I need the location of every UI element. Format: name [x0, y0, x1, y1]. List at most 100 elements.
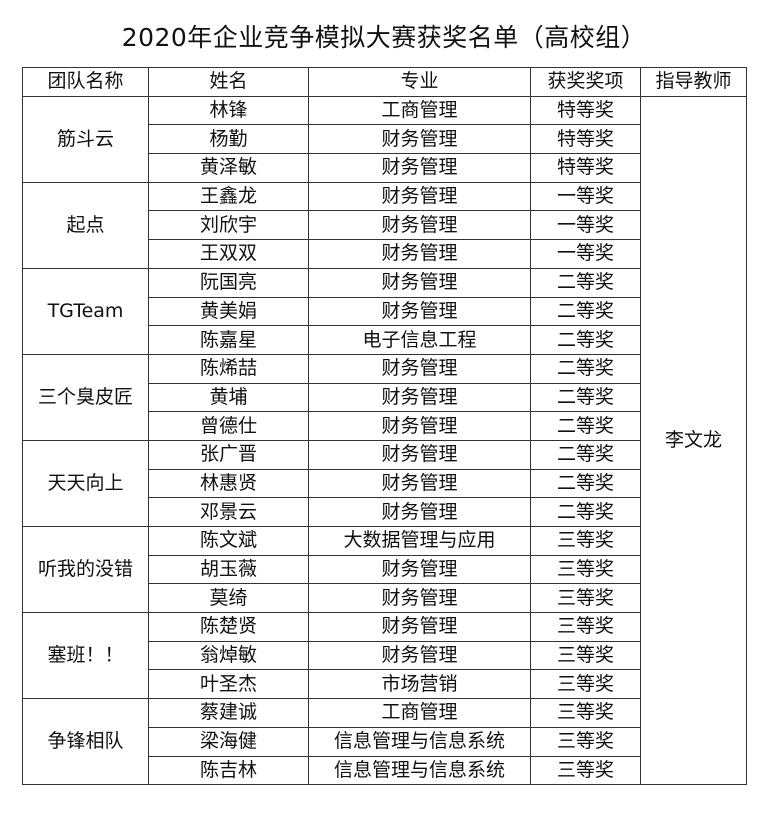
major-cell: 财务管理 — [308, 153, 531, 183]
page-title: 2020年企业竞争模拟大赛获奖名单（高校组） — [121, 23, 647, 52]
member-name-cell: 林锋 — [148, 95, 309, 126]
award-cell: 二等奖 — [530, 468, 641, 499]
major-cell: 电子信息工程 — [308, 325, 531, 355]
award-cell: 二等奖 — [530, 497, 641, 527]
team-name-cell: 筋斗云 — [22, 95, 149, 183]
table-row: 筋斗云 林锋工商管理 特等奖 李文龙 — [22, 95, 747, 786]
header-team: 团队名称 — [22, 67, 149, 97]
table-row: 邓景云 财务管理 二等奖 — [23, 497, 747, 527]
table-row: 黄埔 财务管理 二等奖 — [23, 382, 747, 413]
award-cell: 三等奖 — [530, 755, 641, 786]
team-name-cell: 起点 — [22, 181, 149, 269]
award-cell: 二等奖 — [530, 439, 641, 470]
major-cell: 市场营销 — [308, 669, 531, 700]
award-cell: 二等奖 — [530, 296, 641, 327]
table-row: 梁海健 信息管理与信息系统 三等奖 — [23, 726, 747, 757]
award-cell: 三等奖 — [530, 612, 641, 642]
table-row: 黄美娟 财务管理 二等奖 — [23, 296, 747, 327]
member-name-cell: 黄埔 — [148, 382, 309, 413]
header-major: 专业 — [308, 67, 531, 97]
award-cell: 特等奖 — [530, 124, 641, 155]
member-name-cell: 邓景云 — [148, 497, 309, 527]
major-cell: 工商管理 — [308, 698, 531, 728]
award-cell: 特等奖 — [530, 95, 641, 126]
award-cell: 一等奖 — [530, 239, 641, 269]
award-cell: 三等奖 — [530, 640, 641, 671]
major-cell: 信息管理与信息系统 — [308, 755, 531, 786]
award-cell: 一等奖 — [530, 210, 641, 241]
member-name-cell: 陈吉林 — [148, 755, 309, 786]
award-cell: 二等奖 — [530, 325, 641, 355]
table-row: 黄泽敏 财务管理 特等奖 — [23, 153, 747, 183]
award-cell: 二等奖 — [530, 411, 641, 441]
member-name-cell: 蔡建诚 — [148, 698, 309, 728]
member-name-cell: 杨勤 — [148, 124, 309, 155]
member-name-cell: 陈嘉星 — [148, 325, 309, 355]
member-name-cell: 陈文斌 — [148, 526, 309, 556]
member-name-cell: 张广晋 — [148, 439, 309, 470]
table-row: 翁焯敏 财务管理 三等奖 — [23, 640, 747, 671]
table-row: 胡玉薇 财务管理 三等奖 — [23, 554, 747, 585]
award-cell: 三等奖 — [530, 583, 641, 614]
major-cell: 财务管理 — [308, 296, 531, 327]
table-row: 陈吉林 信息管理与信息系统 三等奖 — [23, 755, 747, 786]
team-name-cell: TGTeam — [22, 267, 149, 355]
team-name-cell: 塞班！！ — [22, 612, 149, 700]
table-row: TGTeam 阮国亮 财务管理 二等奖 — [22, 267, 747, 355]
table-row: 争锋相队 蔡建诚 工商管理 三等奖 — [22, 698, 747, 786]
major-cell: 财务管理 — [308, 239, 531, 269]
table-row: 听我的没错 陈文斌 大数据管理与应用 三等奖 — [22, 525, 747, 614]
member-name-cell: 阮国亮 — [148, 267, 309, 298]
award-cell: 三等奖 — [530, 726, 641, 757]
member-name-cell: 陈楚贤 — [148, 612, 309, 642]
member-name-cell: 陈烯喆 — [148, 353, 309, 384]
teacher-cell: 李文龙 — [640, 95, 747, 786]
major-cell: 财务管理 — [308, 124, 531, 155]
member-name-cell: 莫绮 — [148, 583, 309, 614]
header-teacher: 指导教师 — [640, 67, 747, 97]
table-row: 王双双 财务管理 一等奖 — [23, 239, 747, 269]
major-cell: 财务管理 — [308, 267, 531, 298]
major-cell: 财务管理 — [308, 411, 531, 441]
member-name-cell: 翁焯敏 — [148, 640, 309, 671]
table-row: 叶圣杰 市场营销 三等奖 — [23, 669, 747, 700]
table-row: 刘欣宇 财务管理 一等奖 — [23, 210, 747, 241]
award-cell: 三等奖 — [530, 554, 641, 585]
member-name-cell: 刘欣宇 — [148, 210, 309, 241]
award-cell: 三等奖 — [530, 698, 641, 728]
major-cell: 财务管理 — [308, 583, 531, 614]
major-cell: 财务管理 — [308, 497, 531, 527]
table-row: 陈嘉星 电子信息工程 二等奖 — [23, 325, 747, 355]
member-name-cell: 叶圣杰 — [148, 669, 309, 700]
table-row: 三个臭皮匠 陈烯喆 财务管理 二等奖 — [22, 353, 747, 441]
major-cell: 财务管理 — [308, 353, 531, 384]
major-cell: 财务管理 — [308, 554, 531, 585]
header-name: 姓名 — [148, 67, 309, 97]
table-row: 杨勤 财务管理 特等奖 — [23, 124, 747, 155]
member-name-cell: 黄泽敏 — [148, 153, 309, 183]
award-cell: 三等奖 — [530, 526, 641, 556]
member-name-cell: 曾德仕 — [148, 411, 309, 441]
major-cell: 财务管理 — [308, 382, 531, 413]
member-name-cell: 林惠贤 — [148, 468, 309, 499]
member-name-cell: 梁海健 — [148, 726, 309, 757]
member-name-cell: 黄美娟 — [148, 296, 309, 327]
table-row: 天天向上 张广晋 财务管理 二等奖 — [22, 439, 747, 528]
major-cell: 财务管理 — [308, 640, 531, 671]
major-cell: 财务管理 — [308, 468, 531, 499]
award-cell: 一等奖 — [530, 181, 641, 212]
award-cell: 特等奖 — [530, 153, 641, 183]
major-cell: 大数据管理与应用 — [308, 526, 531, 556]
award-cell: 二等奖 — [530, 353, 641, 384]
table-row: 曾德仕 财务管理 二等奖 — [23, 411, 747, 441]
team-name-cell: 听我的没错 — [22, 525, 149, 614]
table-row: 莫绮 财务管理 三等奖 — [23, 583, 747, 614]
award-cell: 三等奖 — [530, 669, 641, 700]
award-cell: 二等奖 — [530, 382, 641, 413]
table-row: 起点 王鑫龙 财务管理 一等奖 — [22, 181, 747, 269]
table-row: 林惠贤 财务管理 二等奖 — [23, 468, 747, 499]
member-name-cell: 王鑫龙 — [148, 181, 309, 212]
major-cell: 财务管理 — [308, 181, 531, 212]
header-row: 团队名称 姓名 专业 获奖奖项 指导教师 — [22, 67, 747, 97]
award-cell: 二等奖 — [530, 267, 641, 298]
